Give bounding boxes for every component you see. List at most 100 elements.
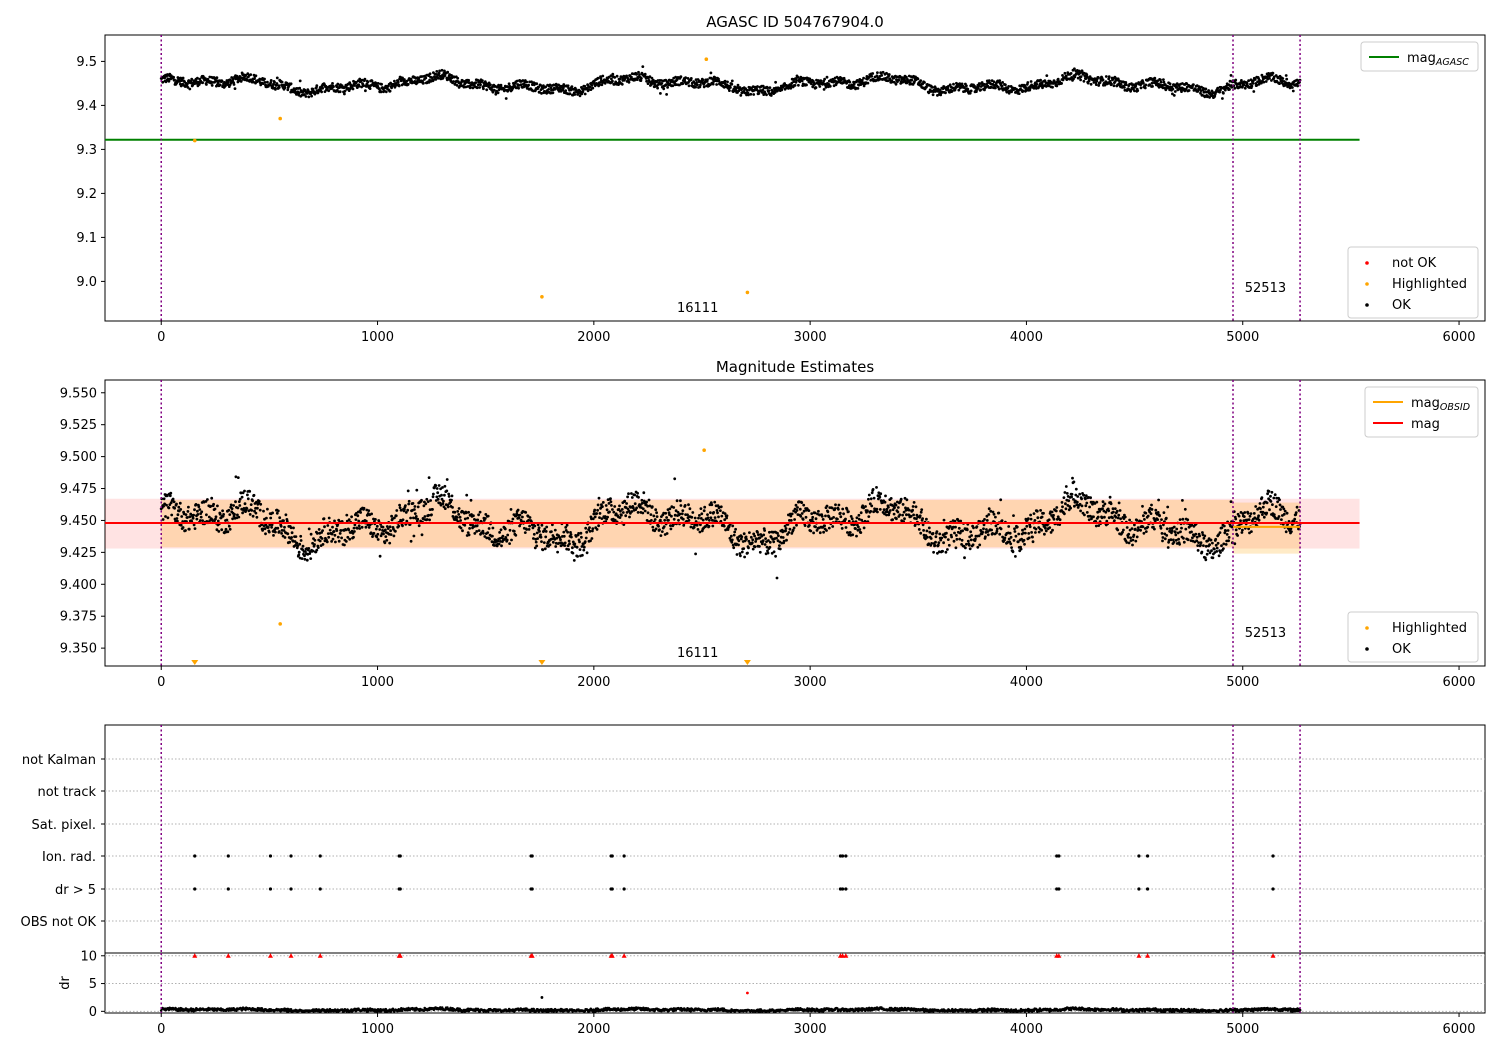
data-point-ok	[739, 537, 743, 541]
data-point-ok	[1127, 532, 1131, 536]
data-point-ok	[1174, 538, 1178, 542]
data-point-ok	[1122, 528, 1125, 532]
data-point-ok	[290, 536, 293, 539]
data-point-ok	[620, 82, 624, 86]
data-point-ok	[781, 536, 785, 539]
data-point-ok	[1208, 543, 1211, 547]
data-point-ok	[471, 86, 475, 90]
data-point-ok	[1216, 86, 1220, 90]
data-point-ok	[161, 518, 165, 521]
data-point-ok	[440, 493, 443, 497]
data-point-ok	[232, 504, 236, 507]
data-point-highlighted	[540, 295, 544, 299]
data-point-ok	[1042, 511, 1045, 515]
data-point-ok	[837, 503, 841, 507]
data-point-ok	[876, 71, 879, 74]
data-point-ok	[678, 512, 682, 516]
data-point-ok	[1211, 541, 1214, 545]
data-point-ok	[978, 543, 982, 547]
data-point-ok	[1064, 485, 1068, 488]
data-point-ok	[937, 541, 941, 545]
data-point-ok	[283, 536, 287, 539]
data-point-ok	[1023, 542, 1026, 546]
data-point-ok	[810, 518, 814, 521]
data-point-ok	[967, 543, 971, 547]
data-point-ok	[745, 88, 749, 92]
data-point-ok	[220, 528, 224, 532]
data-point-ok	[1162, 511, 1166, 514]
data-point-ok	[516, 508, 520, 512]
data-point-ok	[491, 534, 494, 538]
data-point-ok	[683, 504, 687, 507]
data-point-ok	[942, 541, 945, 545]
obsid-label: 52513	[1245, 626, 1286, 641]
data-point-ok	[481, 79, 484, 82]
data-point-ok	[1075, 500, 1079, 504]
data-point-ok	[1256, 80, 1259, 84]
data-point-ok	[1125, 526, 1129, 529]
data-point-ok	[1233, 86, 1237, 90]
data-point-ok	[1146, 525, 1150, 529]
data-point-ok	[618, 516, 622, 519]
data-point-ok	[1123, 86, 1126, 89]
data-point-ok	[1107, 509, 1111, 513]
data-point-ok	[1096, 515, 1100, 519]
data-point-ok	[228, 527, 232, 531]
data-point-ok	[659, 534, 663, 537]
data-point-ok	[709, 501, 713, 504]
y-tick-label: 9.5	[76, 55, 97, 70]
data-point-ok	[375, 524, 379, 528]
data-point-ok	[1150, 508, 1154, 511]
data-point-ok	[904, 506, 907, 510]
data-point-ok	[224, 84, 227, 87]
data-point-ok	[1150, 81, 1154, 85]
data-point-ok	[347, 518, 351, 522]
data-point-ok	[1117, 501, 1121, 505]
data-point-ok	[364, 525, 368, 529]
data-point-ok	[562, 530, 566, 534]
data-point-ok	[777, 534, 780, 538]
data-point-ok	[1027, 532, 1031, 535]
data-point-ok	[723, 512, 727, 515]
data-point-ok	[1125, 541, 1129, 544]
data-point-ok	[879, 492, 883, 496]
data-point-ok	[814, 525, 817, 529]
data-point-ok	[233, 513, 236, 516]
data-point-ok	[875, 74, 879, 78]
data-point-ok	[295, 541, 299, 545]
data-point-ok	[699, 507, 703, 510]
data-point-ok	[1078, 502, 1082, 506]
data-point-ok	[795, 509, 799, 512]
data-point-ok	[819, 79, 823, 83]
data-point-ok	[982, 523, 986, 527]
data-point-ok	[304, 550, 307, 553]
data-point-ok	[251, 499, 255, 503]
data-point-ok	[1030, 531, 1033, 534]
data-point-highlighted	[704, 57, 709, 61]
data-point-ok	[486, 531, 490, 534]
data-point-ok	[946, 548, 949, 551]
data-point-ok	[1096, 76, 1100, 79]
flag-marker	[844, 887, 848, 891]
data-point-ok	[827, 515, 831, 519]
data-point-ok	[327, 516, 331, 520]
data-point-ok	[381, 525, 385, 529]
data-point-ok	[343, 543, 346, 547]
data-point-ok	[1098, 81, 1102, 84]
data-point-ok	[580, 545, 584, 548]
data-point-ok	[667, 511, 671, 514]
data-point-ok	[366, 523, 370, 527]
data-point-ok	[848, 531, 852, 534]
data-point-ok	[390, 514, 393, 518]
data-point-ok	[358, 527, 362, 530]
data-point-ok	[960, 82, 964, 86]
data-point-ok	[941, 549, 944, 553]
y-tick-label: 9.2	[76, 187, 97, 202]
data-point-ok	[659, 92, 662, 95]
data-point-ok	[1001, 81, 1004, 84]
data-point-ok	[885, 507, 889, 511]
data-point-ok	[866, 509, 869, 513]
data-point-ok	[681, 82, 685, 85]
data-point-ok	[701, 78, 705, 82]
data-point-ok	[535, 531, 539, 535]
